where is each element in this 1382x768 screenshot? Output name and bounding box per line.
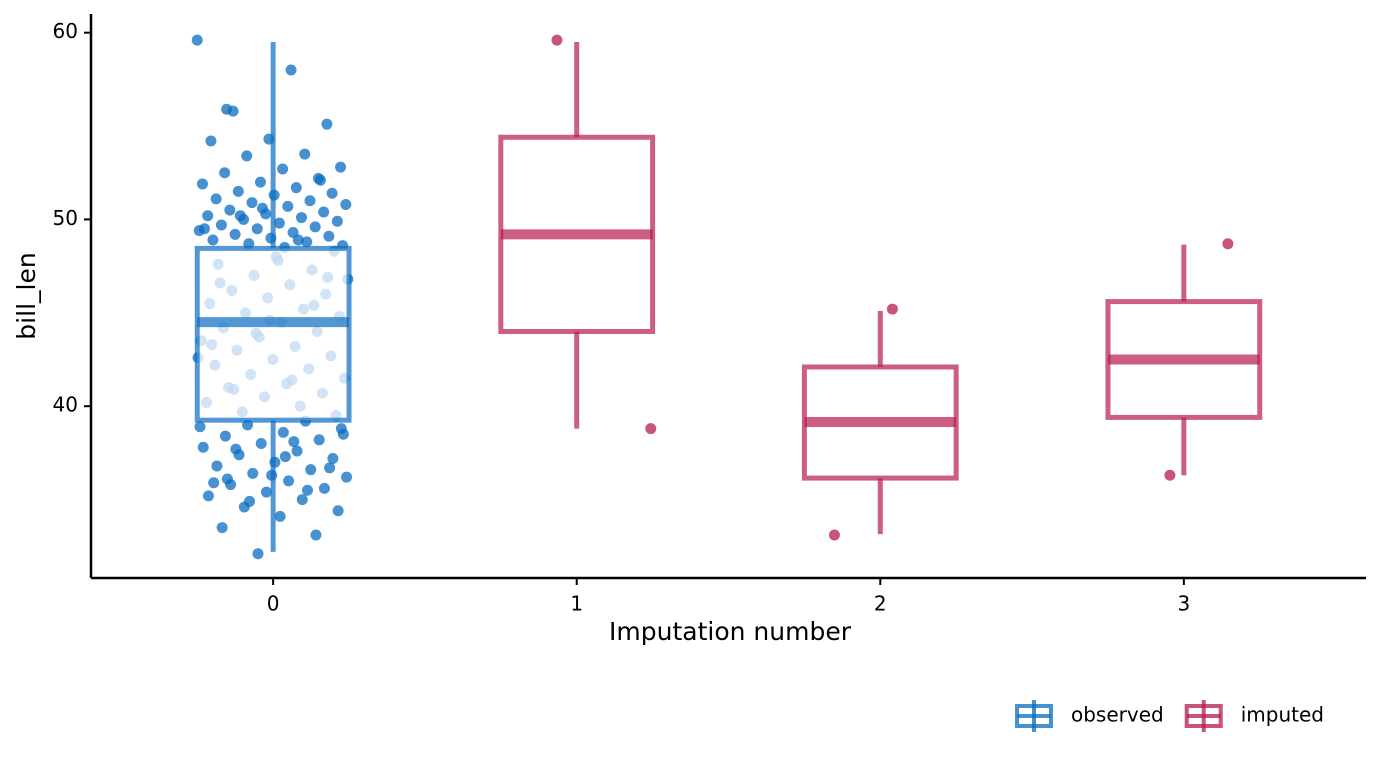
data-point [886,303,898,315]
data-point [318,482,330,494]
data-point [202,490,214,502]
data-point [229,228,241,240]
box-group [1105,238,1263,481]
data-point [244,495,256,507]
data-point [301,236,313,248]
data-point [285,64,297,76]
data-point [314,174,326,186]
data-point [232,185,244,197]
data-point [256,202,268,214]
data-point [191,34,203,46]
x-tick-label: 3 [1177,592,1190,616]
data-point [331,215,343,227]
data-point [207,234,219,246]
box-group [801,303,959,541]
data-point [828,529,840,541]
legend-label: imputed [1241,703,1324,727]
y-tick-label: 50 [53,206,78,230]
data-point [321,118,333,130]
x-tick-label: 1 [570,592,583,616]
x-tick-label: 0 [267,592,280,616]
data-point [215,219,227,231]
data-point [305,464,317,476]
data-point [296,494,308,506]
data-point [283,475,295,487]
data-point [313,434,325,446]
data-point [340,198,352,210]
data-point [309,221,321,233]
data-point [198,223,210,235]
data-point [326,187,338,199]
data-point [254,176,266,188]
data-point [216,522,228,534]
data-point [196,178,208,190]
data-point [221,103,233,115]
data-point [310,529,322,541]
data-point [224,204,236,216]
data-point [291,445,303,457]
data-point [246,197,258,209]
data-point [221,473,233,485]
data-point [296,212,308,224]
data-point [299,148,311,160]
data-point [247,467,259,479]
data-point [292,234,304,246]
data-point [210,193,222,205]
data-point [279,451,291,463]
x-tick-label: 2 [874,592,887,616]
data-point [202,210,214,222]
data-point [337,428,349,440]
data-point [551,34,563,46]
y-tick-label: 40 [53,393,78,417]
data-point [197,441,209,453]
data-point [318,206,330,218]
data-point [290,182,302,194]
data-point [645,423,657,435]
data-point [282,200,294,212]
data-point [1164,469,1176,481]
data-point [252,548,264,560]
data-point [234,210,246,222]
box-group [191,34,354,560]
data-point [260,486,272,498]
data-point [194,421,206,433]
data-point [205,135,217,147]
data-point [241,150,253,162]
data-point [277,163,289,175]
data-point [327,452,339,464]
data-point [332,505,344,517]
data-point [302,484,314,496]
box [194,245,352,423]
data-point [323,230,335,242]
data-point [288,436,300,448]
data-point [341,471,353,483]
data-point [211,460,223,472]
data-point [251,223,263,235]
data-point [255,438,267,450]
data-point [274,510,286,522]
box-group [498,34,657,435]
x-axis-title: Imputation number [609,617,852,646]
y-tick-label: 60 [53,19,78,43]
data-point [335,161,347,173]
data-point [208,477,220,489]
legend-label: observed [1071,703,1164,727]
data-point [1222,238,1234,250]
y-axis-title: bill_len [12,252,41,339]
data-point [304,195,316,207]
data-point [219,430,231,442]
data-point [273,217,285,229]
data-point [324,462,336,474]
data-point [277,426,289,438]
data-point [219,167,231,179]
data-point [230,443,242,455]
